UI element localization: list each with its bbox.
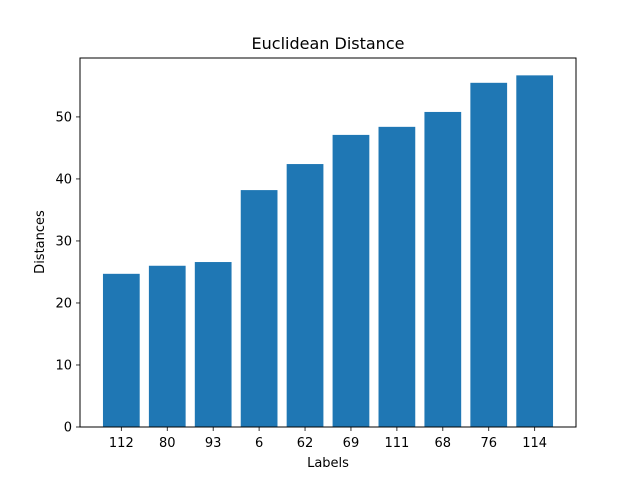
bar-80: [148, 265, 186, 427]
x-tick-label: 69: [343, 436, 360, 451]
x-tick-label: 68: [435, 436, 452, 451]
bar-112: [102, 273, 140, 427]
x-tick-label: 114: [522, 436, 547, 451]
bar-68: [424, 111, 462, 427]
x-tick-label: 62: [297, 436, 314, 451]
y-axis-ticks: 0 10 20 30 40 50: [55, 110, 80, 436]
plot-frame: [79, 57, 577, 428]
x-tick-label: 111: [384, 436, 409, 451]
bar-69: [332, 134, 370, 427]
x-tick-label: 112: [109, 436, 134, 451]
bar-93: [194, 262, 232, 427]
bars-group: [102, 75, 554, 428]
y-tick-label: 20: [55, 296, 72, 311]
bar-76: [470, 82, 508, 427]
x-tick-label: 93: [205, 436, 222, 451]
y-tick-label: 30: [55, 234, 72, 249]
y-axis-label: Distances: [33, 210, 48, 274]
x-tick-label: 6: [255, 436, 263, 451]
bar-62: [286, 164, 324, 428]
y-tick-label: 50: [55, 110, 72, 125]
x-axis-ticks: 112 80 93 6 62 69 111 68 76 114: [109, 427, 547, 451]
x-tick-label: 80: [159, 436, 176, 451]
y-tick-label: 10: [55, 358, 72, 373]
bar-114: [516, 75, 554, 428]
bar-6: [240, 190, 278, 427]
bar-111: [378, 126, 416, 427]
x-axis-label: Labels: [307, 456, 349, 471]
y-tick-label: 40: [55, 172, 72, 187]
chart-title: Euclidean Distance: [252, 34, 405, 53]
y-tick-label: 0: [64, 421, 72, 436]
x-tick-label: 76: [480, 436, 497, 451]
